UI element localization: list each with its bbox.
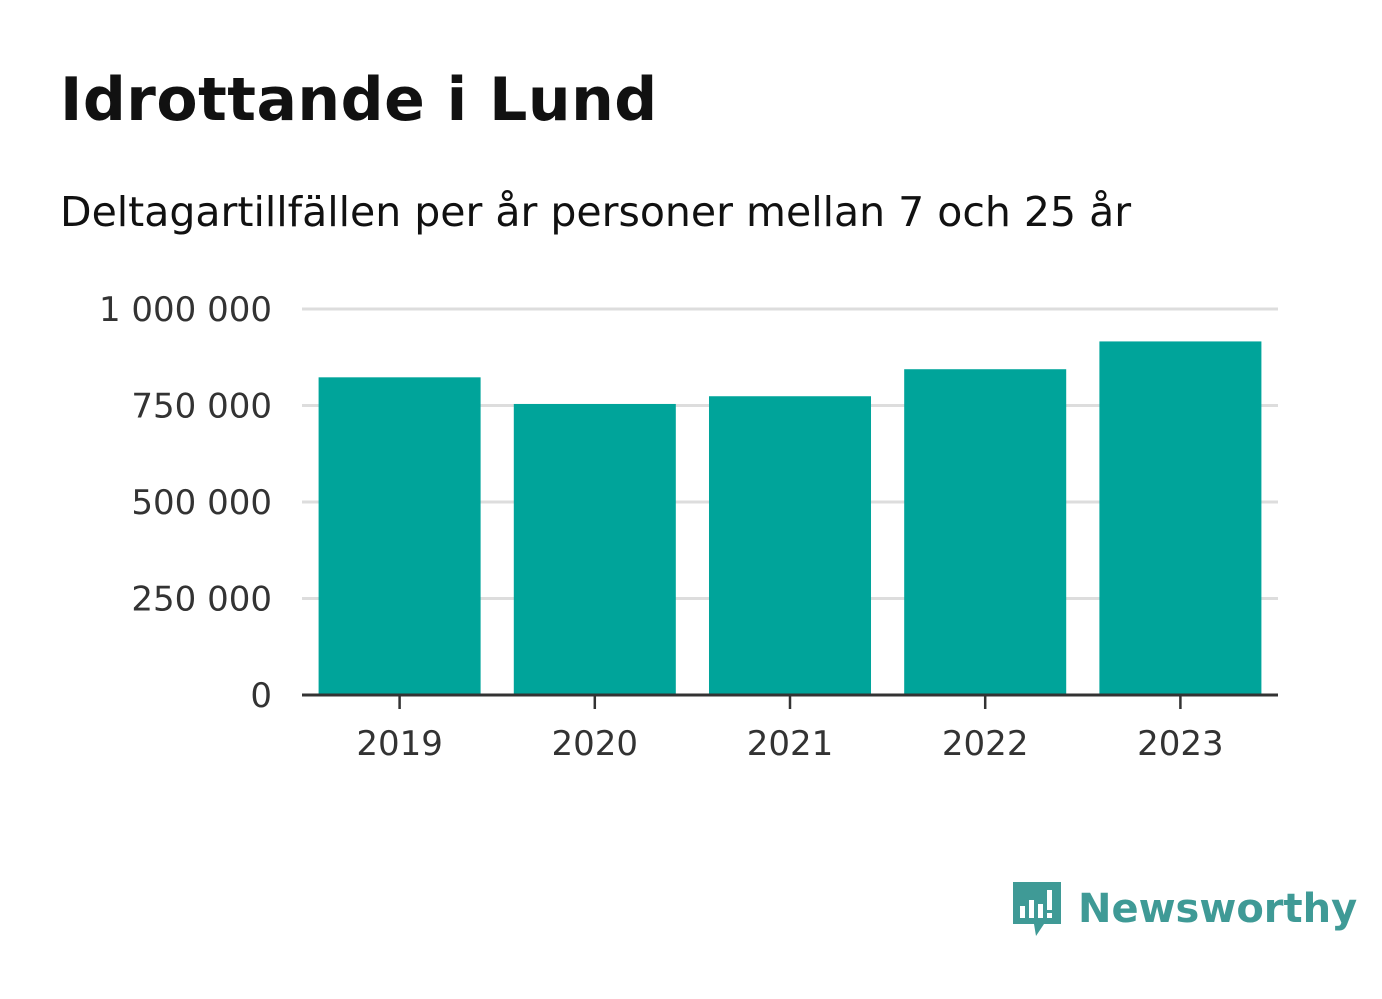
bar-2023 — [1099, 341, 1262, 695]
x-tick-label: 2023 — [1137, 724, 1224, 764]
y-tick-label: 750 000 — [131, 387, 272, 427]
y-tick-label: 500 000 — [131, 483, 272, 523]
x-axis — [302, 693, 1278, 709]
tick-labels: 0 250 000 500 000 750 000 1 000 000 2019 2020 2… — [99, 290, 1224, 764]
bar-2021 — [708, 396, 872, 695]
bar-2022 — [904, 369, 1067, 695]
y-tick-label: 250 000 — [131, 580, 272, 620]
bars — [318, 341, 1262, 695]
brand-name: Newsworthy — [1078, 886, 1358, 932]
x-tick-label: 2019 — [356, 724, 443, 764]
y-tick-label: 1 000 000 — [99, 290, 272, 330]
bar-chart-speech-bubble-icon — [1013, 882, 1061, 936]
brand-logo: Newsworthy — [1010, 878, 1357, 940]
chart-title: Idrottande i Lund — [60, 65, 658, 135]
x-tick-label: 2020 — [552, 724, 639, 764]
bar-2019 — [318, 377, 481, 695]
x-tick-label: 2022 — [942, 724, 1029, 764]
y-tick-label: 0 — [250, 676, 272, 716]
x-tick-label: 2021 — [747, 724, 834, 764]
chart-subtitle: Deltagartillfällen per år personer mella… — [60, 188, 1132, 236]
bar-2020 — [513, 403, 676, 695]
